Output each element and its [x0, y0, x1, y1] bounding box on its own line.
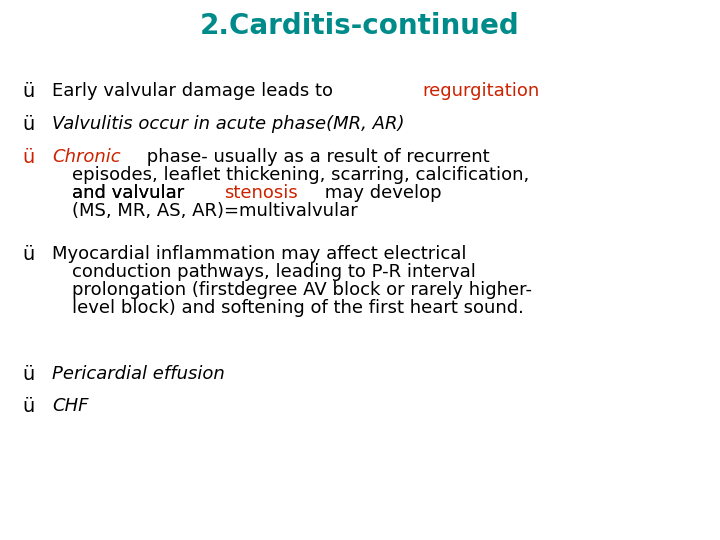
Text: Chronic: Chronic [52, 148, 121, 166]
Text: ü: ü [22, 397, 35, 416]
Text: 2.Carditis-continued: 2.Carditis-continued [200, 12, 520, 40]
Text: ü: ü [22, 148, 35, 167]
Text: phase- usually as a result of recurrent: phase- usually as a result of recurrent [140, 148, 489, 166]
Text: ü: ü [22, 82, 35, 101]
Text: Pericardial effusion: Pericardial effusion [52, 365, 225, 383]
Text: and valvular: and valvular [72, 184, 190, 202]
Text: regurgitation: regurgitation [422, 82, 539, 100]
Text: may develop: may develop [320, 184, 442, 202]
Text: prolongation (firstdegree AV block or rarely higher-: prolongation (firstdegree AV block or ra… [72, 281, 532, 299]
Text: episodes, leaflet thickening, scarring, calcification,: episodes, leaflet thickening, scarring, … [72, 166, 529, 184]
Text: Early valvular damage leads to: Early valvular damage leads to [52, 82, 338, 100]
Text: (MS, MR, AS, AR)=multivalvular: (MS, MR, AS, AR)=multivalvular [72, 202, 358, 220]
Text: CHF: CHF [52, 397, 89, 415]
Text: level block) and softening of the first heart sound.: level block) and softening of the first … [72, 299, 524, 317]
Text: Valvulitis occur in acute phase(MR, AR): Valvulitis occur in acute phase(MR, AR) [52, 115, 405, 133]
Text: ü: ü [22, 115, 35, 134]
Text: and valvular: and valvular [72, 184, 190, 202]
Text: stenosis: stenosis [224, 184, 298, 202]
Text: ü: ü [22, 365, 35, 384]
Text: conduction pathways, leading to P-R interval: conduction pathways, leading to P-R inte… [72, 263, 476, 281]
Text: ü: ü [22, 245, 35, 264]
Text: Myocardial inflammation may affect electrical: Myocardial inflammation may affect elect… [52, 245, 467, 263]
